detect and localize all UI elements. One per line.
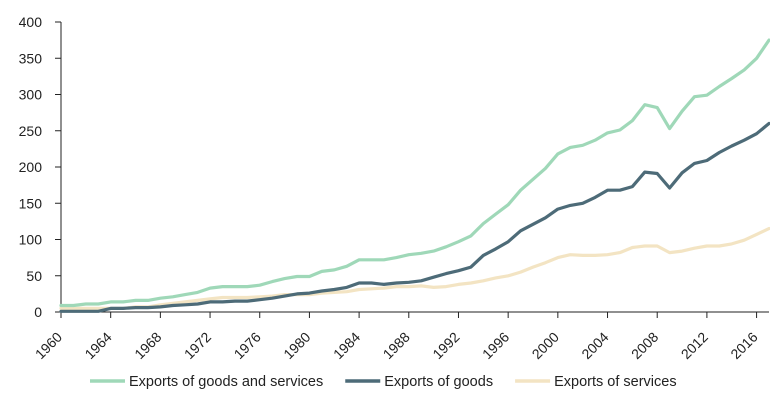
y-tick-label: 0 xyxy=(34,304,42,320)
legend-label: Exports of goods and services xyxy=(129,374,323,390)
x-tick-label: 1980 xyxy=(280,329,313,362)
legend: Exports of goods and services Exports of … xyxy=(90,374,677,390)
series-line-exports-of-goods xyxy=(59,121,770,313)
y-axis: 0 50 100 150 200 250 300 350 400 xyxy=(19,14,62,320)
series-line-exports-of-goods-and-services xyxy=(59,38,770,308)
x-tick-label: 1992 xyxy=(429,329,462,362)
x-tick-label: 1964 xyxy=(81,329,114,362)
plot-area xyxy=(59,38,770,313)
x-tick-label: 1984 xyxy=(330,329,363,362)
x-axis: 1960 1964 1968 1972 1976 1980 1984 1988 1992 1996… xyxy=(32,311,769,362)
y-tick-label: 300 xyxy=(19,87,43,103)
x-tick-label: 1972 xyxy=(181,329,214,362)
x-tick-label: 2008 xyxy=(628,329,661,362)
y-tick-label: 350 xyxy=(19,50,43,66)
y-tick-label: 50 xyxy=(26,268,42,284)
x-tick-label: 1988 xyxy=(380,329,413,362)
series-line-exports-of-services xyxy=(59,227,770,310)
legend-label: Exports of services xyxy=(554,374,677,390)
legend-label: Exports of goods xyxy=(384,374,493,390)
x-tick-label: 1968 xyxy=(131,329,164,362)
x-tick-label: 1996 xyxy=(479,329,512,362)
y-tick-label: 200 xyxy=(19,159,43,175)
y-tick-label: 100 xyxy=(19,232,43,248)
y-tick-label: 250 xyxy=(19,123,43,139)
y-tick-label: 400 xyxy=(19,14,43,30)
x-tick-label: 2012 xyxy=(678,329,711,362)
y-tick-label: 150 xyxy=(19,195,43,211)
x-tick-label: 2000 xyxy=(529,329,562,362)
x-tick-label: 2016 xyxy=(727,329,760,362)
x-tick-label: 1976 xyxy=(231,329,264,362)
x-tick-label: 1960 xyxy=(32,329,65,362)
x-tick-label: 2004 xyxy=(578,329,611,362)
